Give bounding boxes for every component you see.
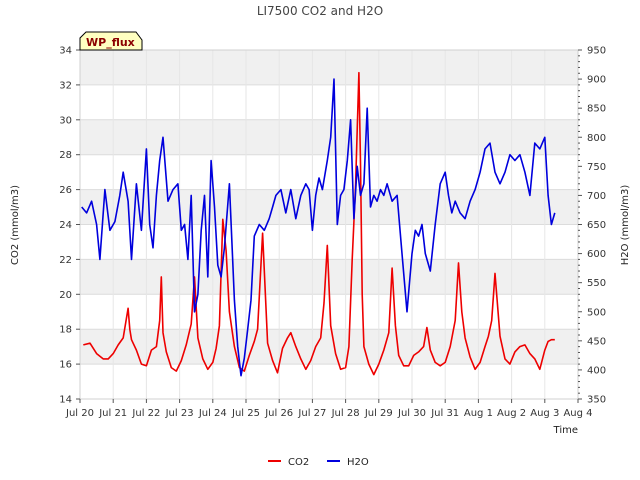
y-right-tick-label: 950 [587, 46, 606, 57]
background-band [80, 50, 578, 85]
x-tick-label: Jul 29 [364, 408, 393, 419]
y-right-tick-label: 850 [587, 104, 606, 115]
chart-title: LI7500 CO2 and H2O [257, 4, 383, 18]
y-axis-right-title: H2O (mmol/m3) [620, 185, 631, 266]
x-tick-label: Jul 27 [297, 408, 326, 419]
x-tick-label: Jul 20 [65, 408, 94, 419]
y-left-tick-label: 26 [59, 185, 72, 196]
badge-shape [79, 31, 143, 51]
y-left-tick-label: 14 [59, 395, 72, 406]
x-tick-label: Aug 4 [563, 408, 592, 419]
x-tick-label: Aug 1 [464, 408, 493, 419]
x-tick-label: Aug 2 [497, 408, 526, 419]
y-right-tick-label: 600 [587, 249, 606, 260]
y-left-tick-label: 20 [59, 290, 72, 301]
series-layer [81, 71, 556, 377]
y-left-tick-label: 34 [59, 46, 72, 57]
x-tick-label: Jul 22 [131, 408, 160, 419]
x-tick-label: Jul 30 [397, 408, 426, 419]
y-left-tick-label: 24 [59, 220, 72, 231]
series-line-co2 [83, 71, 555, 376]
y-left-tick-label: 16 [59, 360, 72, 371]
x-tick-label: Jul 31 [430, 408, 459, 419]
background-band [80, 189, 578, 225]
x-tick-label: Jul 24 [198, 408, 227, 419]
badge-label: WP_flux [86, 36, 135, 49]
y-right-tick-label: 900 [587, 75, 606, 86]
x-tick-label: Jul 21 [98, 408, 127, 419]
legend: CO2 H2O [268, 457, 369, 468]
y-axis-left-title: CO2 (mmol/m3) [10, 185, 21, 265]
y-right-tick-label: 350 [587, 395, 606, 406]
axes: 14 16 18 20 22 24 26 28 30 32 34 350 400 450 500 550 600… [59, 46, 606, 420]
y-left-tick-label: 22 [59, 255, 72, 266]
legend-h2o-label: H2O [347, 457, 369, 468]
badge: WP_flux [79, 31, 143, 51]
y-right-tick-label: 700 [587, 191, 606, 202]
y-right-tick-label: 400 [587, 365, 606, 376]
y-right-tick-label: 550 [587, 278, 606, 289]
x-tick-label: Jul 23 [165, 408, 194, 419]
x-tick-label: Aug 3 [530, 408, 559, 419]
y-left-tick-label: 30 [59, 115, 72, 126]
x-tick-label: Jul 26 [264, 408, 293, 419]
y-right-tick-label: 750 [587, 162, 606, 173]
series-line-h2o [81, 78, 556, 377]
y-left-tick-label: 32 [59, 80, 72, 91]
y-right-tick-label: 650 [587, 220, 606, 231]
legend-co2-label: CO2 [288, 457, 309, 468]
x-axis-title: Time [553, 425, 578, 436]
y-right-tick-label: 500 [587, 307, 606, 318]
y-left-tick-label: 28 [59, 150, 72, 161]
x-tick-label: Jul 28 [331, 408, 360, 419]
y-right-tick-label: 450 [587, 336, 606, 347]
y-left-tick-label: 18 [59, 325, 72, 336]
y-right-tick-label: 800 [587, 133, 606, 144]
x-tick-label: Jul 25 [231, 408, 260, 419]
background-band [80, 329, 578, 365]
